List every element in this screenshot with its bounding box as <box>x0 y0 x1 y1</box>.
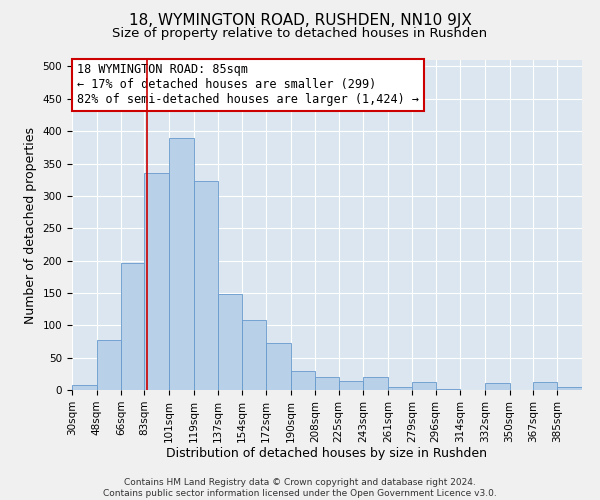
Bar <box>363 377 388 390</box>
Bar <box>485 383 509 390</box>
Bar <box>72 385 97 390</box>
Bar <box>145 172 169 390</box>
Text: 18 WYMINGTON ROAD: 85sqm
← 17% of detached houses are smaller (299)
82% of semi-: 18 WYMINGTON ROAD: 85sqm ← 17% of detach… <box>77 64 419 106</box>
Text: Contains HM Land Registry data © Crown copyright and database right 2024.
Contai: Contains HM Land Registry data © Crown c… <box>103 478 497 498</box>
Bar <box>194 181 218 390</box>
Text: Size of property relative to detached houses in Rushden: Size of property relative to detached ho… <box>112 28 488 40</box>
Bar <box>316 377 338 390</box>
Bar <box>97 340 121 390</box>
Text: 18, WYMINGTON ROAD, RUSHDEN, NN10 9JX: 18, WYMINGTON ROAD, RUSHDEN, NN10 9JX <box>128 12 472 28</box>
Bar <box>533 382 557 390</box>
Bar <box>218 294 242 390</box>
Bar <box>291 370 316 390</box>
Bar <box>412 382 436 390</box>
Bar <box>338 381 363 390</box>
Y-axis label: Number of detached properties: Number of detached properties <box>24 126 37 324</box>
Bar <box>266 343 291 390</box>
Bar <box>121 262 145 390</box>
X-axis label: Distribution of detached houses by size in Rushden: Distribution of detached houses by size … <box>167 448 487 460</box>
Bar <box>169 138 194 390</box>
Bar <box>388 387 412 390</box>
Bar <box>242 320 266 390</box>
Bar <box>557 387 582 390</box>
